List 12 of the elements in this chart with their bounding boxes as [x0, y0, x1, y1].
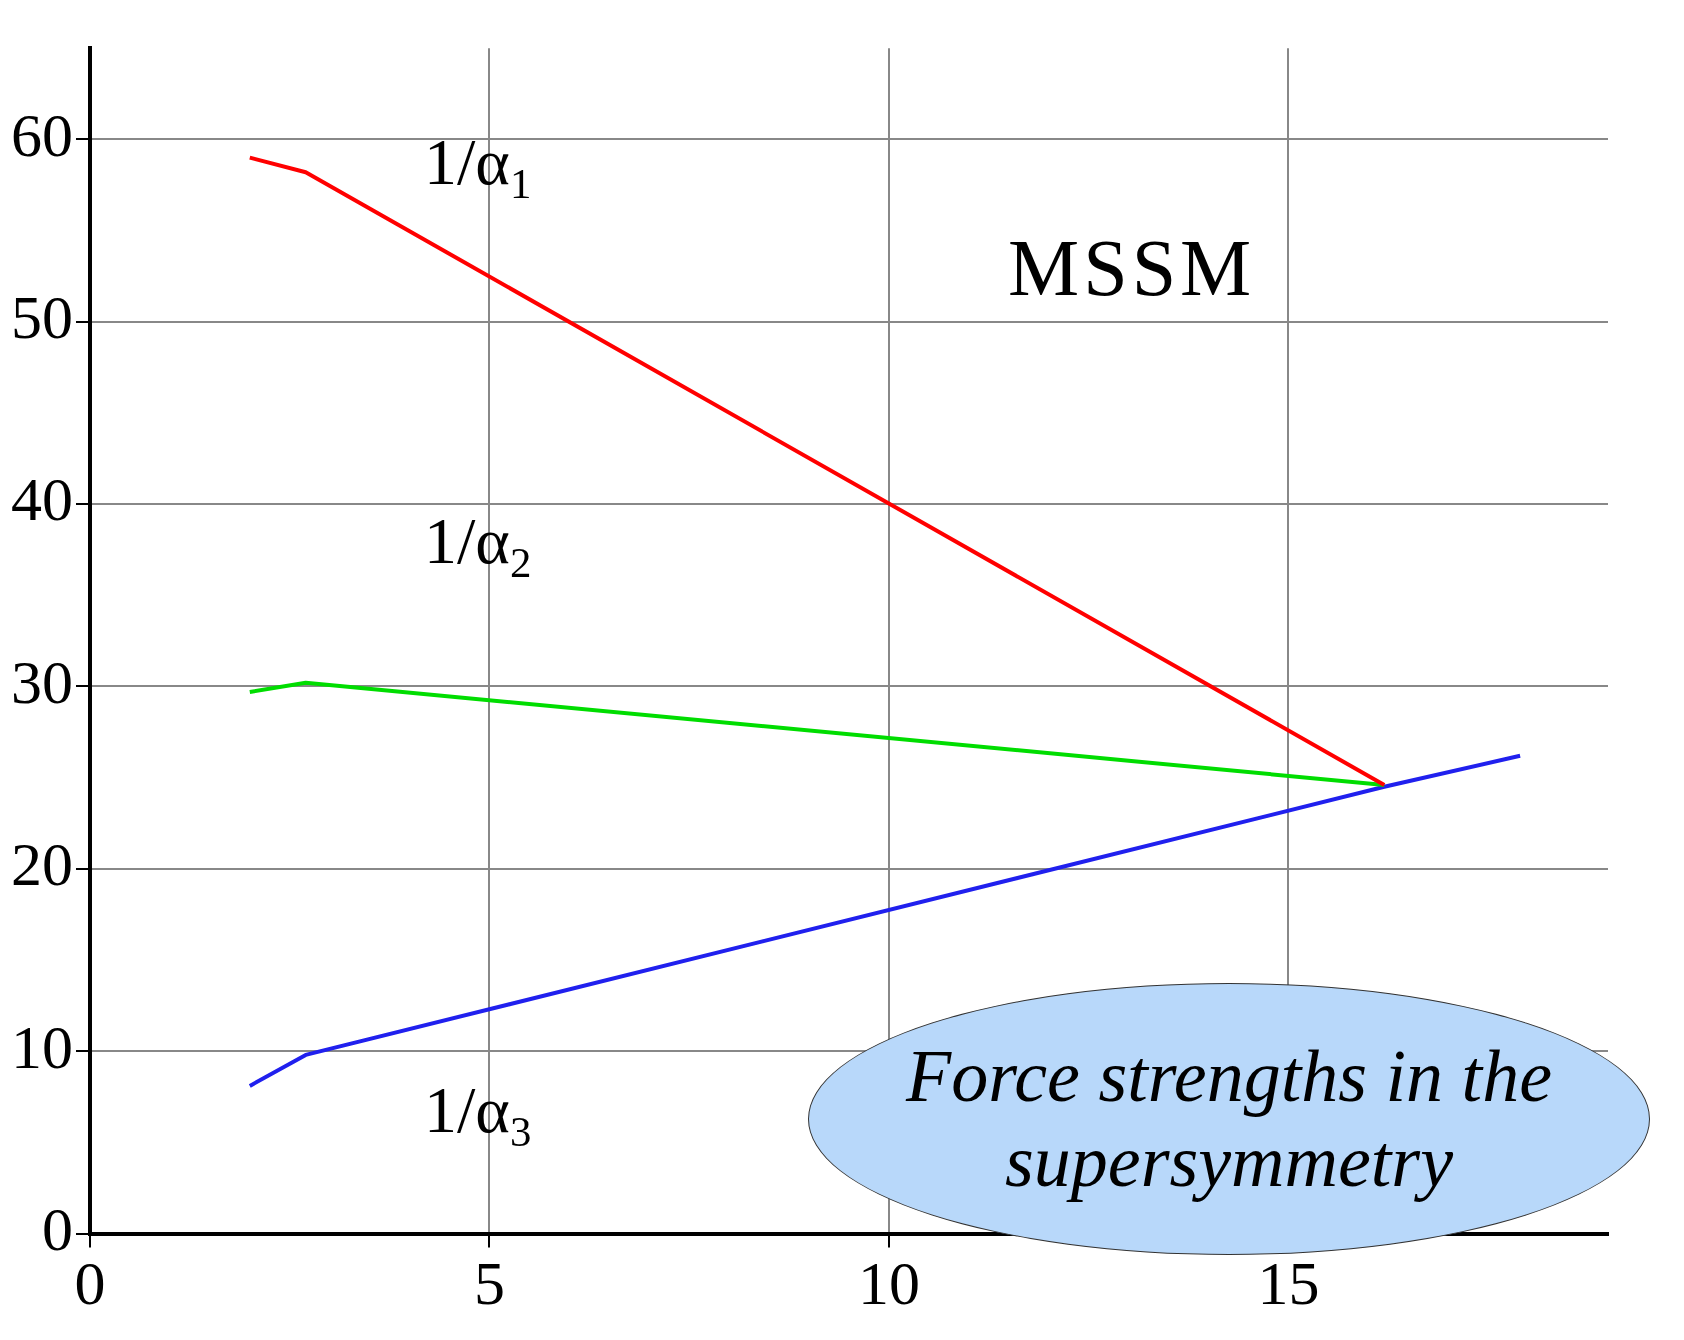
y-tick-label: 0 [42, 1194, 73, 1263]
annotation: Force strengths in the supersymmetry [905, 1034, 1553, 1202]
y-tick-label: 30 [11, 647, 73, 716]
y-tick-label: 50 [11, 283, 73, 352]
x-tick-label: 15 [1257, 1249, 1320, 1318]
y-tick-label: 40 [11, 465, 73, 534]
x-tick-label: 5 [473, 1249, 505, 1318]
x-tick-label: 10 [857, 1249, 920, 1318]
y-tick-label: 10 [11, 1012, 73, 1081]
y-tick-label: 60 [11, 100, 73, 169]
annotation: MSSM [1008, 223, 1256, 314]
y-tick-label: 20 [11, 830, 73, 899]
